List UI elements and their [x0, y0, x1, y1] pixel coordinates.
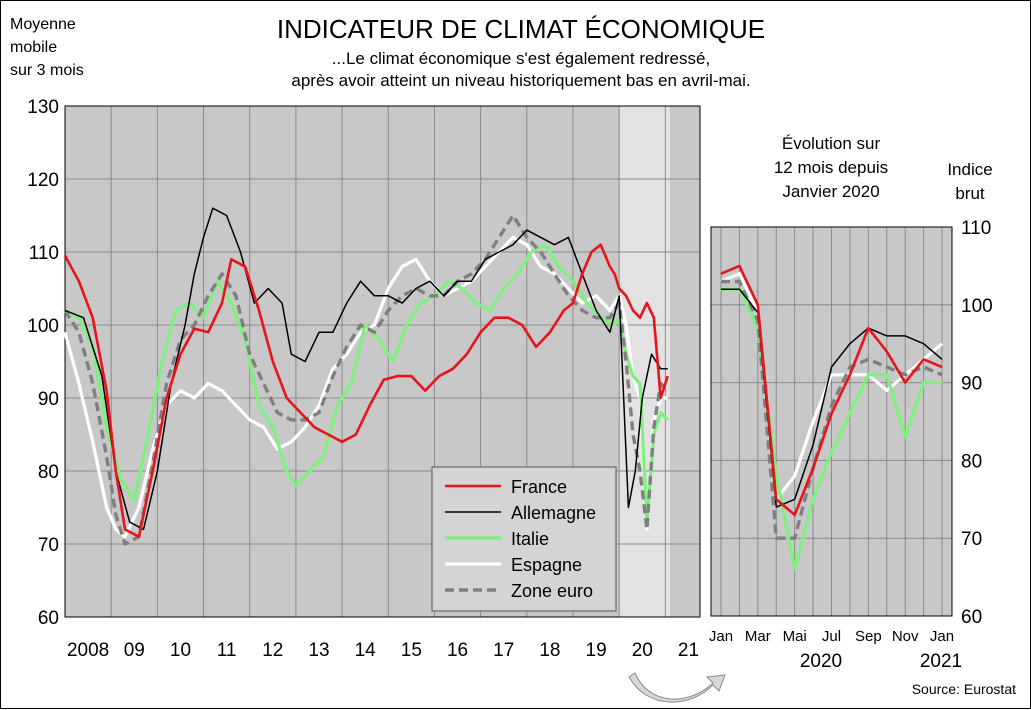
inset-year-label: 2020: [800, 651, 842, 672]
inset-x-tick-label: Jan: [930, 628, 954, 645]
series-line-allemagne: [64, 207, 668, 531]
legend-label: Espagne: [511, 555, 582, 575]
x-tick-label: 14: [355, 640, 377, 661]
series-line-zone-euro: [63, 213, 669, 546]
source-note: Source: Eurostat: [911, 681, 1016, 697]
inset-title: Évolution sur 12 mois depuis Janvier 202…: [731, 132, 931, 204]
inset-title-line: 12 mois depuis: [773, 158, 889, 177]
inset-x-tick-label: Mai: [783, 628, 807, 645]
curved-arrow-icon: [628, 672, 726, 703]
inset-series-line-france: [720, 264, 943, 517]
inset-title-line: Janvier 2020: [782, 182, 880, 201]
right-axis-label: Indice brut: [945, 158, 995, 206]
y-tick-label: 110: [29, 243, 59, 264]
x-tick-label: 19: [586, 640, 607, 661]
left-axis-label-line: sur 3 mois: [10, 62, 84, 79]
inset-series-line-italie: [721, 287, 942, 571]
x-tick-label: 2008: [67, 640, 109, 661]
inset-year-label: 2021: [920, 651, 962, 672]
x-tick-label: 12: [262, 640, 283, 661]
y-tick-label: 60: [38, 608, 59, 629]
x-tick-label: 20: [632, 640, 653, 661]
series-line-france: [63, 243, 669, 539]
series-line-espagne: [63, 235, 668, 539]
legend-label: Zone euro: [511, 581, 593, 601]
y-tick-label: 120: [27, 170, 59, 191]
right-axis-label-line: Indice: [947, 160, 993, 179]
x-tick-label: 21: [678, 640, 699, 661]
x-tick-label: 17: [493, 640, 514, 661]
left-axis-label-line: Moyenne: [10, 16, 76, 33]
y-tick-label: 70: [38, 535, 59, 556]
chart-subtitle-line1: ...Le climat économique s'est également …: [331, 49, 711, 68]
inset-x-tick-label: Mar: [745, 628, 771, 645]
inset-x-tick-label: Sep: [855, 628, 882, 645]
x-tick-label: 16: [447, 640, 468, 661]
x-tick-label: 13: [308, 640, 329, 661]
inset-y-tick-label: 100: [961, 296, 993, 317]
series-line-italie: [64, 243, 669, 524]
y-tick-label: 90: [38, 389, 59, 410]
inset-y-tick-label: 70: [961, 529, 982, 550]
inset-title-line: Évolution sur: [781, 134, 881, 153]
y-tick-label: 100: [27, 316, 59, 337]
left-axis-label: Moyenne mobile sur 3 mois: [10, 13, 84, 82]
inset-plot-border: [710, 226, 953, 617]
y-tick-label: 80: [38, 462, 59, 483]
inset-x-tick-label: Jan: [709, 628, 733, 645]
y-tick-label: 130: [27, 97, 59, 118]
inset-x-tick-label: Nov: [892, 628, 919, 645]
left-axis-label-line: mobile: [10, 39, 58, 56]
x-tick-label: 18: [539, 640, 560, 661]
right-axis-label-line: brut: [955, 184, 985, 203]
legend-label: France: [511, 477, 567, 497]
inset-y-tick-label: 80: [961, 451, 982, 472]
chart-title: INDICATEUR DE CLIMAT ÉCONOMIQUE: [276, 14, 766, 44]
inset-y-tick-label: 60: [961, 607, 982, 628]
legend-label: Italie: [511, 529, 549, 549]
x-tick-label: 10: [170, 640, 191, 661]
x-tick-label: 15: [401, 640, 422, 661]
legend-label: Allemagne: [511, 503, 596, 523]
chart-subtitle-line2: après avoir atteint un niveau historique…: [291, 71, 751, 90]
inset-y-tick-label: 90: [961, 374, 982, 395]
inset-x-tick-label: Jul: [822, 628, 841, 645]
inset-y-tick-label: 110: [961, 218, 991, 239]
x-tick-label: 11: [217, 640, 237, 661]
plot-border: [64, 105, 701, 618]
x-tick-label: 09: [124, 640, 145, 661]
legend: France Allemagne Italie Espagne Zone euro: [431, 466, 617, 612]
